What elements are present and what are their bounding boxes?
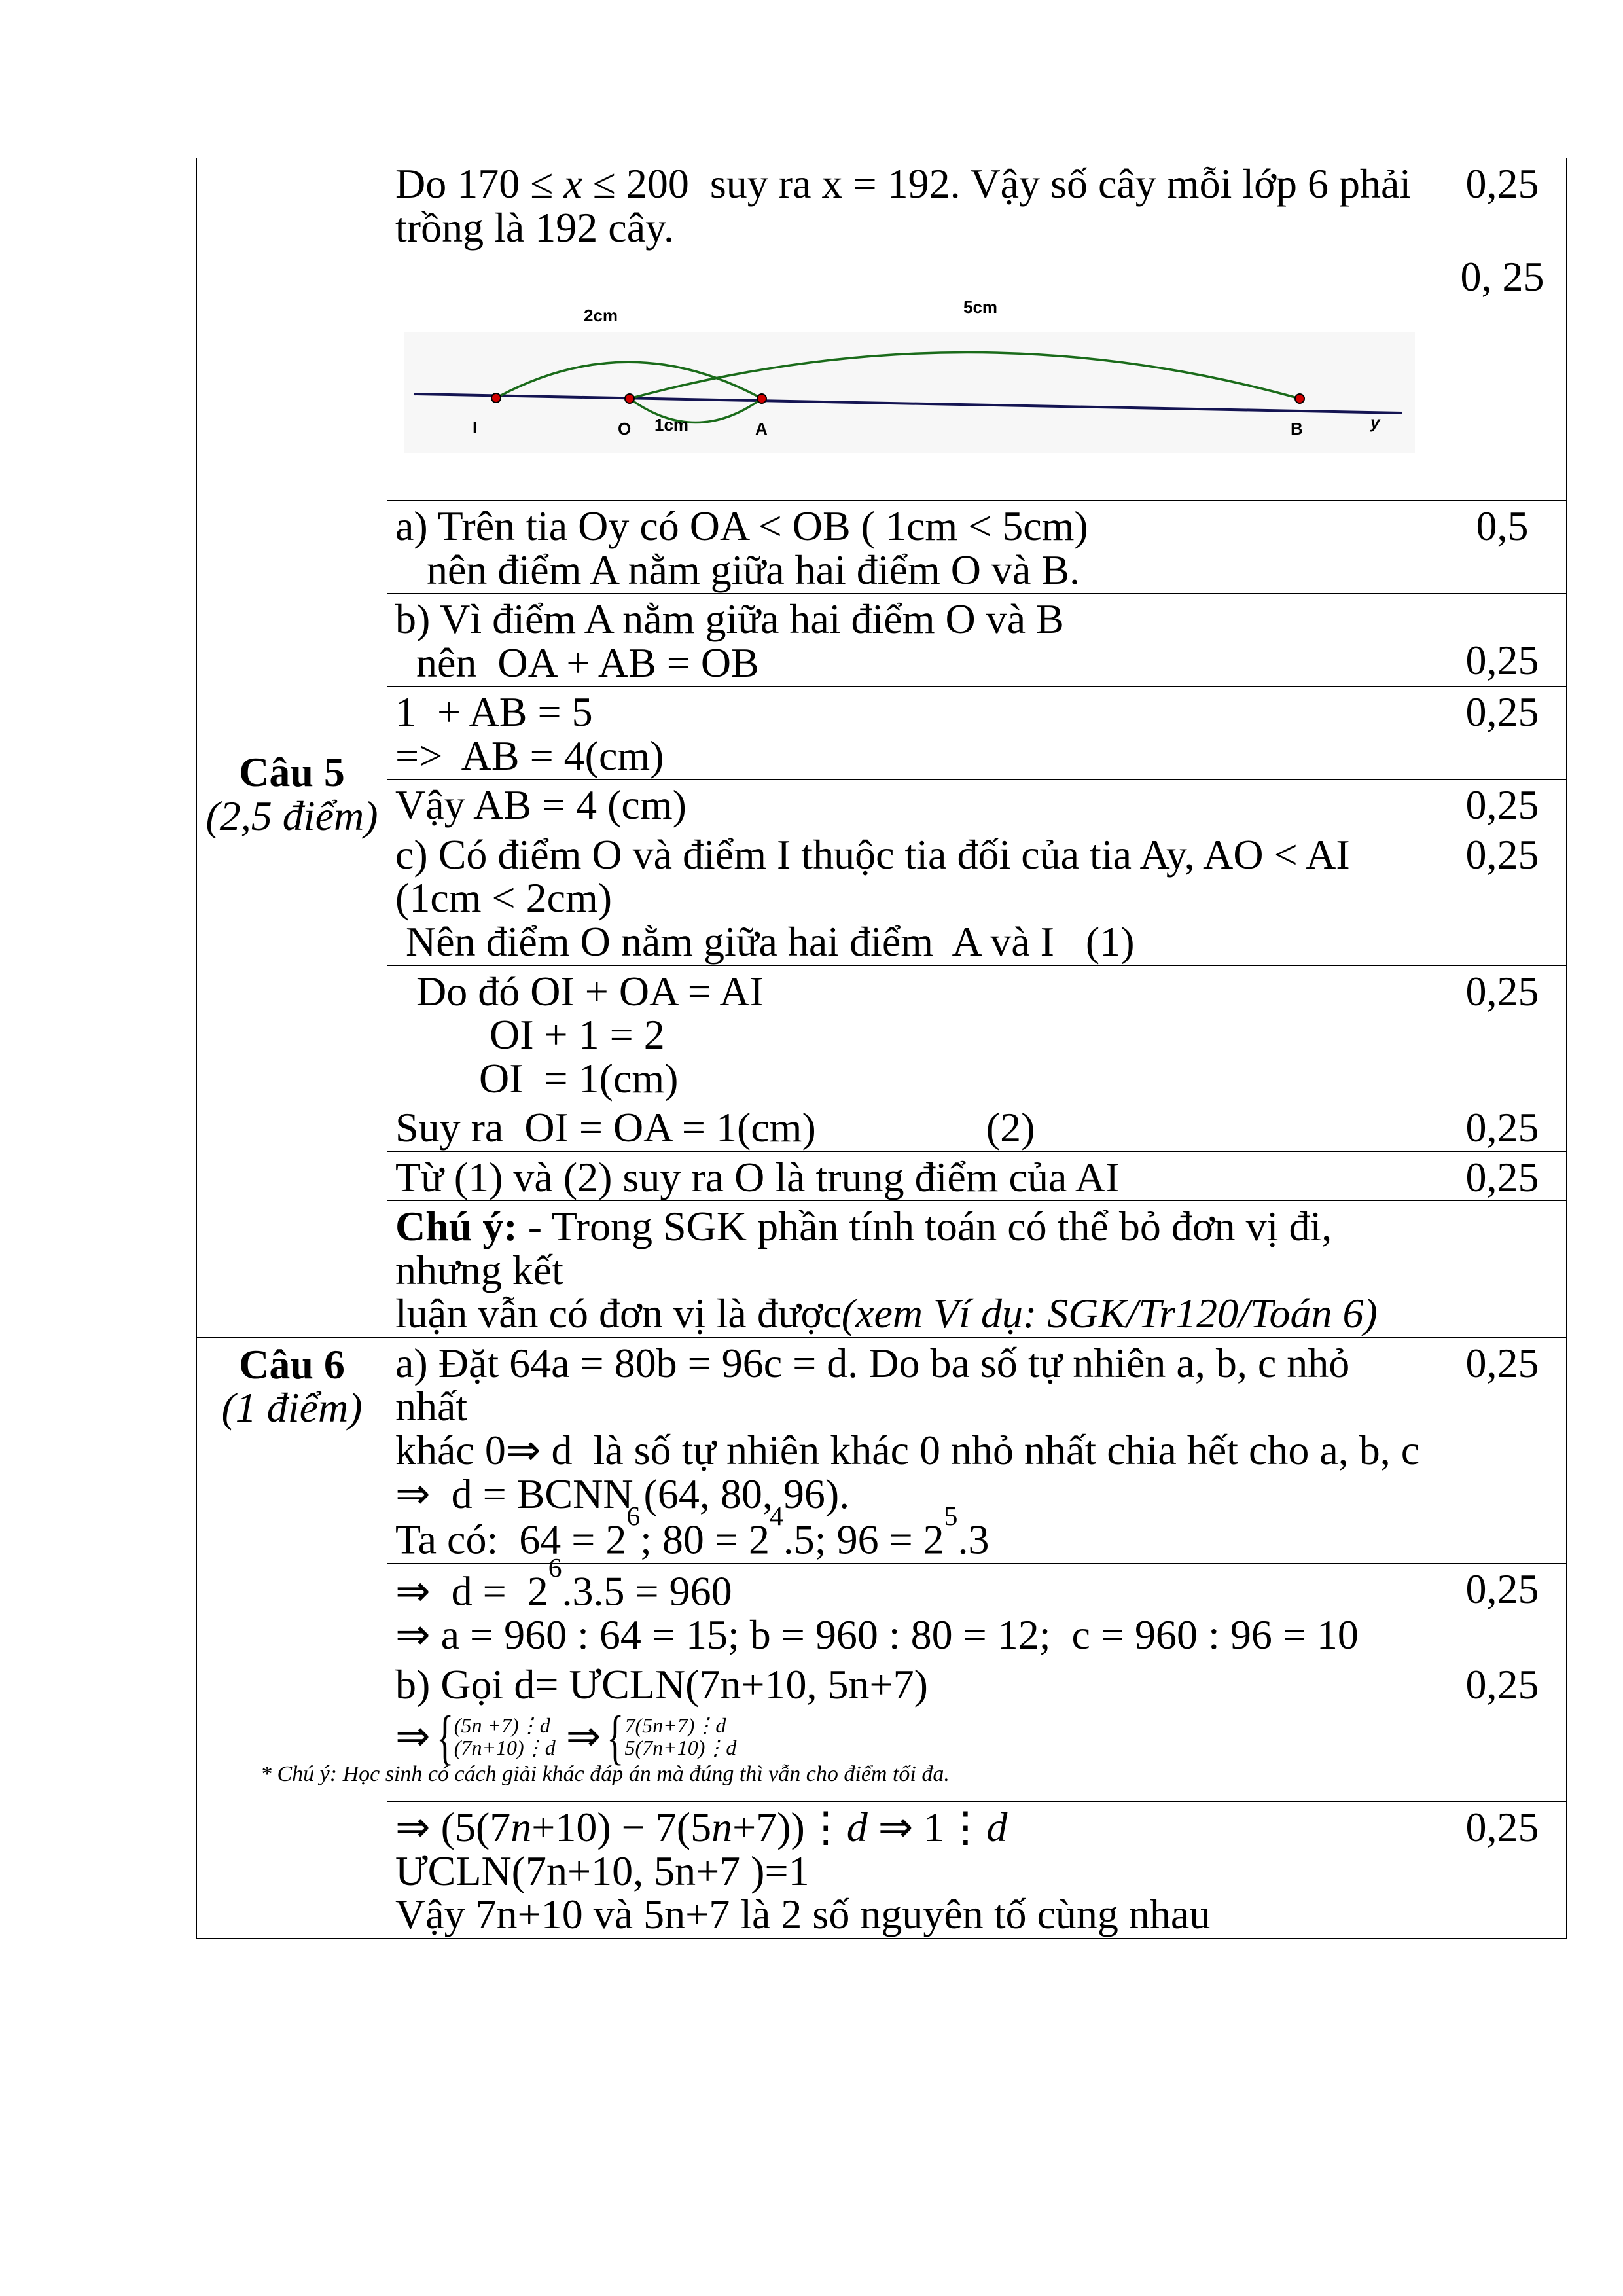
svg-text:1cm: 1cm [654, 415, 688, 435]
svg-text:2cm: 2cm [584, 306, 618, 325]
svg-text:A: A [755, 419, 768, 439]
svg-text:I: I [473, 418, 477, 437]
svg-text:O: O [618, 419, 631, 439]
svg-text:B: B [1291, 419, 1303, 439]
svg-text:5cm: 5cm [963, 297, 997, 317]
svg-text:y: y [1369, 412, 1381, 432]
